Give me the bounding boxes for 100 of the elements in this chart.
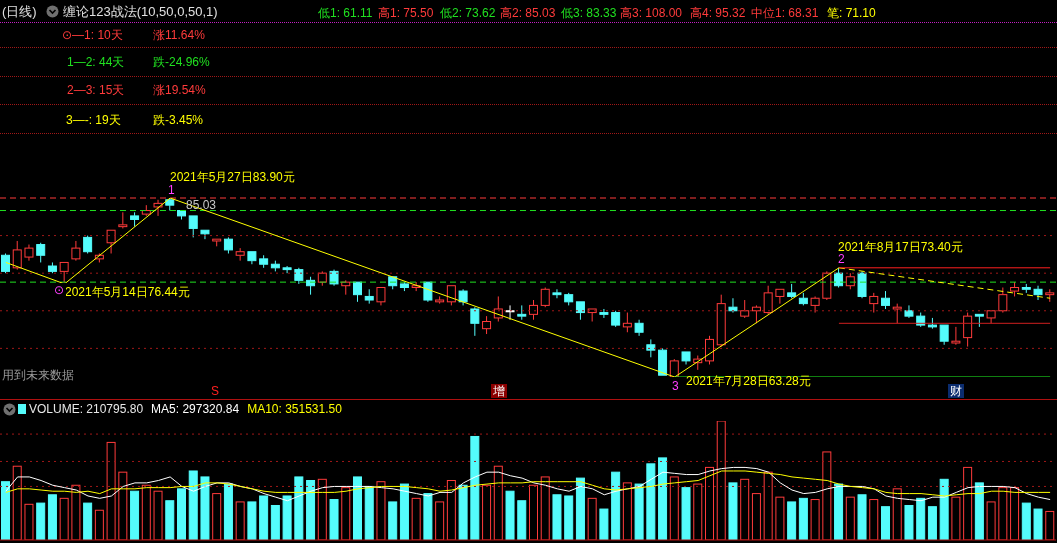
- candlestick: [505, 304, 515, 321]
- bar: [881, 506, 890, 540]
- candlestick: [728, 297, 738, 314]
- bar: [822, 451, 832, 540]
- bar: [693, 483, 703, 540]
- annotation: 2021年7月28日63.28元: [686, 374, 811, 388]
- text: MA5: 297320.84: [151, 402, 240, 416]
- bar: [505, 490, 515, 540]
- bar: [470, 435, 480, 540]
- bar: [728, 482, 738, 540]
- bar: [399, 483, 409, 540]
- text: 3—-: 19天: [66, 113, 121, 127]
- bar: [634, 483, 644, 540]
- bar: [270, 504, 280, 540]
- bar: [658, 457, 668, 540]
- candlestick: [458, 288, 468, 306]
- bar: [294, 476, 304, 540]
- bar: [223, 483, 233, 540]
- bar: [517, 500, 527, 540]
- legend-label: VOLUME: 210795.80: [29, 402, 144, 416]
- bar: [12, 465, 22, 540]
- bar: [59, 497, 69, 540]
- candlestick: [857, 270, 867, 299]
- bar: [810, 499, 820, 540]
- bar: [329, 499, 339, 540]
- bar: [1010, 487, 1020, 540]
- text: 低3: 83.33: [561, 6, 617, 20]
- bar: [1033, 508, 1043, 540]
- candlestick: [24, 244, 34, 262]
- bar: [364, 485, 374, 540]
- bar: [1021, 502, 1031, 540]
- text: 低2: 73.62: [440, 6, 496, 20]
- text: MA10: 351531.50: [247, 402, 342, 416]
- bar: [540, 476, 550, 540]
- bar: [939, 478, 949, 540]
- bar: [106, 441, 116, 540]
- bar: [892, 488, 902, 540]
- bar: [200, 476, 210, 540]
- text: 涨11.64%: [153, 28, 205, 42]
- bar: [552, 494, 562, 540]
- bar: [669, 476, 679, 540]
- annotation: ⊙: [54, 283, 65, 297]
- bar: [94, 509, 104, 540]
- candlestick: [71, 240, 81, 262]
- bar: [775, 496, 785, 540]
- text: ⊙—1: 10天: [62, 28, 123, 42]
- text: 高1: 75.50: [378, 6, 434, 20]
- text: 财: [950, 384, 962, 398]
- bar: [974, 482, 984, 540]
- bar: [904, 504, 914, 540]
- bar: [47, 494, 57, 540]
- bar: [611, 471, 621, 540]
- text: 2—3: 15天: [67, 83, 125, 97]
- bar: [306, 480, 316, 540]
- bar: [575, 477, 585, 540]
- bar: [24, 503, 34, 540]
- bar: [458, 484, 468, 540]
- candlestick: [904, 304, 914, 319]
- bar: [529, 484, 538, 540]
- bar: [787, 501, 797, 540]
- text: 1: [168, 183, 175, 197]
- bar: [705, 466, 714, 540]
- text: 中位1: 68.31: [751, 6, 819, 20]
- bar: [587, 497, 597, 540]
- text: S: [211, 384, 220, 398]
- bar: [376, 481, 386, 540]
- bar: [845, 496, 855, 540]
- bar: [963, 466, 973, 540]
- bar: [130, 490, 140, 540]
- bar: [763, 471, 773, 540]
- text: 笔: 71.10: [827, 6, 876, 20]
- bar: [153, 490, 163, 540]
- bar: [869, 499, 879, 540]
- bar: [834, 483, 844, 540]
- bar: [564, 495, 574, 540]
- candlestick: [552, 288, 562, 299]
- bar: [83, 502, 93, 540]
- bar: [446, 480, 456, 540]
- bar: [235, 501, 245, 540]
- bar: [798, 497, 808, 540]
- chart-title: (日线): [2, 4, 37, 19]
- candlestick: [951, 326, 961, 346]
- text: 2021年5月27日83.90元: [170, 170, 295, 184]
- text: 跌-24.96%: [153, 55, 210, 69]
- bar: [259, 495, 269, 540]
- bar: [599, 508, 609, 540]
- bar: [165, 500, 175, 540]
- bar: [118, 471, 128, 540]
- text: 涨19.54%: [153, 83, 206, 97]
- text: 高2: 85.03: [500, 6, 556, 20]
- bar: [493, 465, 503, 540]
- bar: [411, 497, 421, 540]
- bar: [740, 478, 750, 540]
- bar: [646, 463, 656, 540]
- bar: [927, 506, 937, 540]
- bar: [857, 494, 867, 540]
- bar: [341, 487, 351, 540]
- bar: [36, 502, 46, 540]
- bar: [212, 493, 222, 540]
- bar: [353, 476, 362, 540]
